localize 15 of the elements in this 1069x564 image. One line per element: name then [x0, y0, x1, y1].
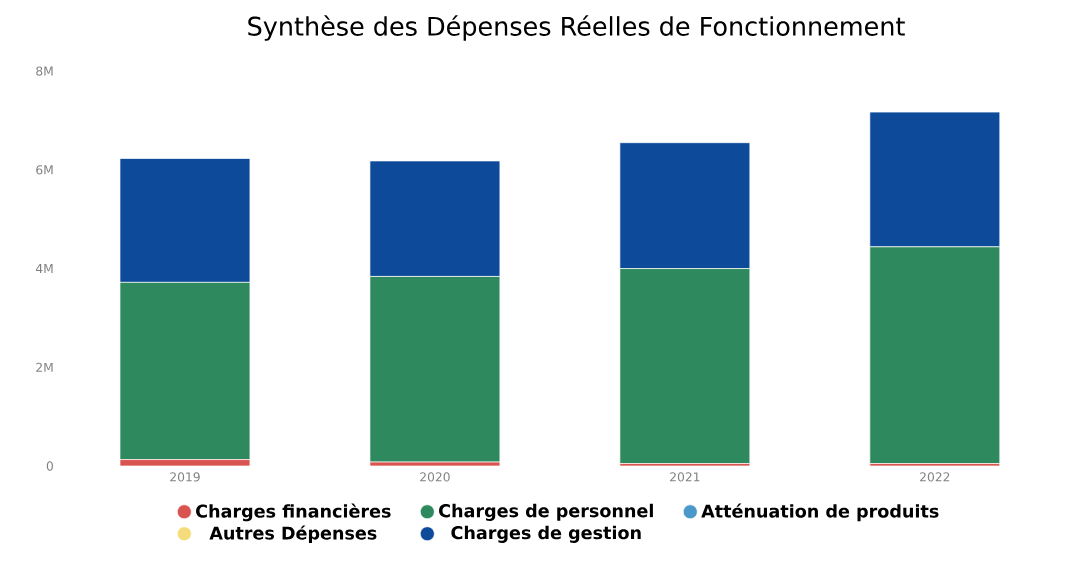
chart-title: Synthèse des Dépenses Réelles de Fonctionnement: [248, 15, 905, 41]
x-tick-label: 2022: [920, 472, 950, 482]
legend-label: Charges de personnel: [439, 503, 653, 521]
x-tick-label: 2019: [170, 472, 200, 482]
legend-label: Charges de gestion: [451, 525, 641, 543]
y-tick-label: 0: [46, 461, 53, 471]
legend-label: Autres Dépenses: [209, 525, 377, 544]
y-tick-label: 4M: [35, 264, 53, 274]
legend-label: Atténuation de produits: [701, 503, 939, 522]
x-tick-label: 2020: [420, 472, 450, 482]
y-tick-label: 2M: [36, 362, 53, 372]
y-tick-label: 8M: [36, 66, 53, 76]
x-tick-label: 2021: [670, 472, 700, 482]
y-tick-label: 6M: [36, 165, 53, 175]
legend-label: Charges financières: [196, 503, 391, 522]
